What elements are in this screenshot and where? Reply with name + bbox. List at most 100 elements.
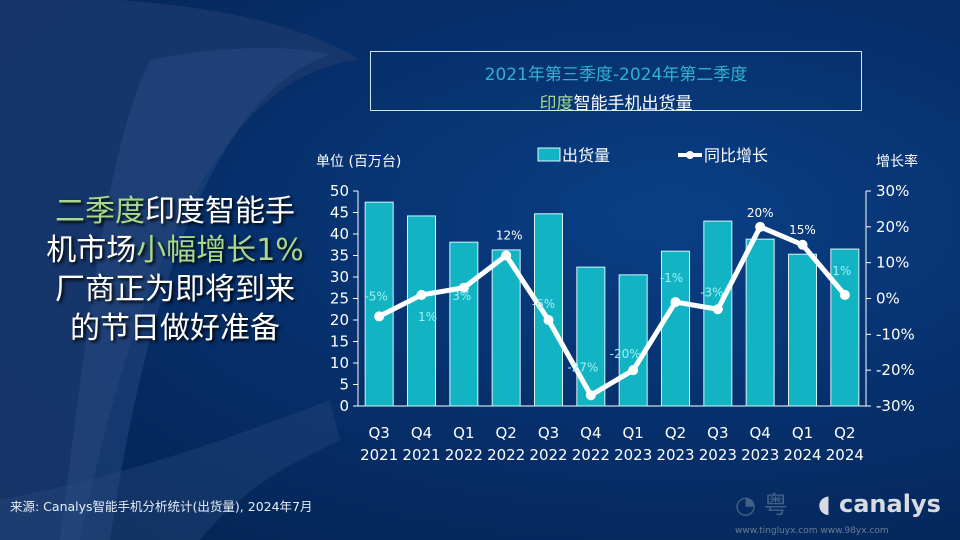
x-tick-label-year: 2022 bbox=[487, 446, 525, 464]
y-left-tick-label: 50 bbox=[330, 182, 349, 200]
x-tick-label-year: 2023 bbox=[614, 446, 652, 464]
x-tick-label-quarter: Q3 bbox=[538, 424, 559, 442]
y-left-tick-label: 45 bbox=[330, 204, 349, 222]
x-tick-label-year: 2022 bbox=[529, 446, 567, 464]
y-right-tick-label: 0% bbox=[876, 290, 900, 308]
chart-title-period: 2021年第三季度-2024年第二季度 bbox=[484, 65, 748, 85]
growth-point bbox=[585, 390, 596, 401]
headline-white-2: 机市场 bbox=[46, 233, 137, 268]
x-tick-label-quarter: Q3 bbox=[368, 424, 389, 442]
y-right-tick-label: -10% bbox=[876, 325, 915, 343]
growth-data-label: 15% bbox=[789, 223, 816, 237]
y-right-tick-label: -30% bbox=[876, 397, 915, 415]
x-tick-label-year: 2024 bbox=[783, 446, 821, 464]
x-tick-label-quarter: Q1 bbox=[792, 424, 813, 442]
y-left-tick-label: 25 bbox=[330, 290, 349, 308]
y-right-tick-label: 20% bbox=[876, 218, 909, 236]
y-right-tick-label: 30% bbox=[876, 182, 909, 200]
growth-point bbox=[628, 365, 639, 376]
x-tick-label-quarter: Q1 bbox=[622, 424, 643, 442]
growth-data-label: -6% bbox=[532, 297, 555, 311]
y-left-tick-label: 10 bbox=[330, 354, 349, 372]
growth-data-label: 12% bbox=[496, 229, 523, 243]
x-tick-label-quarter: Q2 bbox=[834, 424, 855, 442]
growth-data-label: 1% bbox=[418, 310, 437, 324]
legend-bar-label: 出货量 bbox=[562, 146, 610, 165]
growth-data-label: 20% bbox=[747, 206, 774, 220]
y-left-label: 单位 (百万台) bbox=[316, 154, 401, 170]
title-highlight: 印度 bbox=[539, 94, 574, 114]
x-tick-label-year: 2024 bbox=[826, 446, 864, 464]
legend-line-label: 同比增长 bbox=[704, 146, 768, 165]
y-left-tick-label: 20 bbox=[330, 311, 349, 329]
growth-data-label: -5% bbox=[364, 289, 387, 303]
watermark-logo: ◔ 粤 bbox=[735, 491, 788, 519]
chart-title-main: 印度智能手机出货量 bbox=[371, 89, 861, 114]
x-tick-label-quarter: Q2 bbox=[665, 424, 686, 442]
bar bbox=[364, 201, 394, 407]
y-left-tick-label: 5 bbox=[339, 376, 349, 394]
x-tick-label-year: 2023 bbox=[699, 446, 737, 464]
growth-point bbox=[670, 297, 681, 308]
growth-data-label: -1% bbox=[660, 271, 683, 285]
x-tick-label-year: 2022 bbox=[445, 446, 483, 464]
growth-line bbox=[378, 224, 847, 398]
y-left-tick-label: 35 bbox=[330, 247, 349, 265]
headline-line-4: 的节日做好准备 bbox=[70, 311, 280, 346]
growth-data-label: -27% bbox=[567, 360, 598, 374]
bar bbox=[449, 241, 479, 407]
growth-data-label: 3% bbox=[452, 289, 471, 303]
bar bbox=[576, 266, 606, 407]
watermark-url: www.tingluyx.com www.98yx.com bbox=[735, 526, 889, 536]
headline: 二季度印度智能手 机市场小幅增长1% 厂商正为即将到来 的节日做好准备 bbox=[30, 192, 320, 348]
legend-line-marker bbox=[686, 151, 694, 159]
x-tick-label-quarter: Q2 bbox=[495, 424, 516, 442]
headline-line-3: 厂商正为即将到来 bbox=[55, 272, 295, 307]
growth-point bbox=[839, 289, 850, 300]
growth-point bbox=[374, 311, 385, 322]
bar bbox=[407, 215, 436, 407]
growth-point bbox=[712, 304, 723, 315]
x-tick-label-quarter: Q3 bbox=[707, 424, 728, 442]
title-rest: 智能手机出货量 bbox=[573, 94, 693, 114]
x-tick-label-quarter: Q1 bbox=[453, 424, 474, 442]
growth-point bbox=[755, 221, 766, 232]
bar bbox=[745, 238, 775, 407]
headline-green-2: 小幅增长1% bbox=[136, 233, 304, 268]
x-tick-label-year: 2021 bbox=[360, 446, 398, 464]
growth-data-label: -20% bbox=[610, 347, 641, 361]
growth-point bbox=[501, 250, 512, 261]
y-right-label: 增长率 bbox=[876, 153, 918, 170]
x-tick-label-year: 2023 bbox=[656, 446, 694, 464]
headline-green-1: 二季度 bbox=[55, 194, 145, 229]
growth-data-label: -3% bbox=[700, 285, 723, 299]
growth-point bbox=[543, 315, 554, 325]
watermark-text: 粤 bbox=[763, 491, 788, 519]
x-tick-label-quarter: Q4 bbox=[749, 424, 770, 442]
y-left-tick-label: 15 bbox=[330, 333, 349, 351]
canalys-logo-text: canalys bbox=[839, 490, 941, 518]
bar bbox=[491, 249, 521, 407]
x-tick-label-year: 2023 bbox=[741, 446, 779, 464]
headline-white-1: 印度智能手 bbox=[145, 194, 295, 229]
growth-point bbox=[797, 239, 808, 250]
legend-bar-swatch bbox=[537, 147, 561, 162]
y-right-tick-label: -20% bbox=[876, 361, 915, 379]
y-left-tick-label: 40 bbox=[330, 225, 349, 243]
source-note: 来源: Canalys智能手机分析统计(出货量), 2024年7月 bbox=[10, 499, 313, 514]
x-tick-label-year: 2022 bbox=[572, 446, 610, 464]
growth-point bbox=[458, 282, 469, 293]
bar bbox=[618, 274, 648, 407]
y-left-tick-label: 30 bbox=[330, 268, 349, 286]
canalys-logo: ◖ canalys bbox=[818, 490, 941, 518]
x-tick-label-year: 2021 bbox=[402, 446, 440, 464]
growth-point bbox=[416, 289, 427, 300]
x-tick-label-quarter: Q4 bbox=[580, 424, 601, 442]
y-left-tick-label: 0 bbox=[339, 397, 349, 415]
bar bbox=[788, 253, 817, 407]
chart-title-box: 2021年第三季度-2024年第二季度 印度智能手机出货量 bbox=[370, 51, 862, 114]
bar bbox=[830, 248, 860, 407]
growth-data-label: 1% bbox=[832, 264, 851, 278]
